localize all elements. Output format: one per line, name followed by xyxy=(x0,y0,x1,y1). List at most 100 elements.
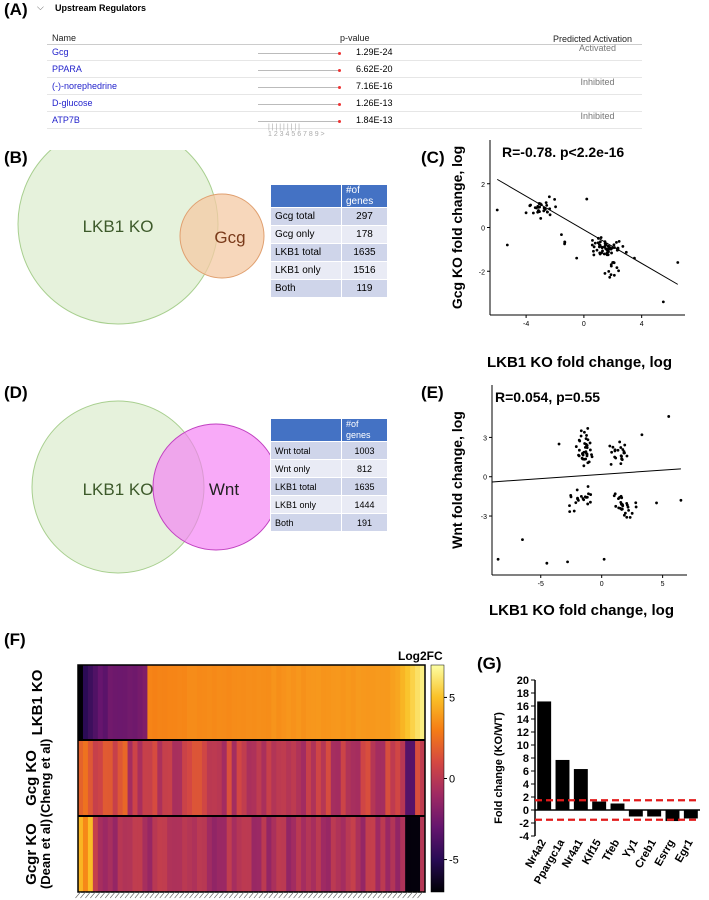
heatmap-cell xyxy=(87,665,94,740)
heatmap-cell xyxy=(182,816,188,892)
scatter-point xyxy=(622,513,626,517)
regulator-name[interactable]: Gcg xyxy=(52,47,69,57)
heatmap-cell xyxy=(370,740,376,816)
regulator-pvalue: 1.84E-13 xyxy=(356,115,393,125)
scatter-point xyxy=(586,427,590,430)
scatter-point xyxy=(577,498,580,502)
row-label-sub: (Dean et al) xyxy=(38,819,53,889)
gene-label-tick xyxy=(75,891,81,899)
gene-label-tick xyxy=(164,891,170,899)
regulator-name[interactable]: (-)-norephedrine xyxy=(52,81,118,91)
regulator-name[interactable]: ATP7B xyxy=(52,115,80,125)
heatmap-cell xyxy=(330,740,337,816)
gene-label-tick xyxy=(223,891,230,899)
scatter-point xyxy=(587,460,591,464)
gene-label-tick xyxy=(114,891,121,899)
scatter-point xyxy=(521,538,524,542)
heatmap-border xyxy=(77,664,426,893)
scatter-point xyxy=(591,238,594,242)
scatter-point xyxy=(619,462,623,465)
heatmap-cell xyxy=(127,665,133,740)
heatmap-cell xyxy=(211,740,218,816)
heatmap-cell xyxy=(335,816,342,892)
gene-label-tick xyxy=(80,891,86,899)
scatter-point xyxy=(621,448,625,451)
heatmap-cell xyxy=(256,740,262,816)
regulator-name[interactable]: D-glucose xyxy=(52,98,93,108)
heatmap-cell xyxy=(92,665,99,740)
scatter-point xyxy=(617,269,620,273)
pvalue-bar xyxy=(258,104,338,105)
heatmap-cell xyxy=(172,740,178,816)
scatter-point xyxy=(548,213,552,217)
row-label-main: Gcg KO xyxy=(23,750,40,806)
scatter-point xyxy=(592,249,595,253)
heatmap-cell xyxy=(296,740,302,816)
heatmap-cell xyxy=(281,816,287,892)
heatmap-cell xyxy=(271,665,277,740)
gene-label-tick xyxy=(189,891,195,899)
heatmap-cell xyxy=(345,665,352,740)
heatmap-cell xyxy=(410,665,416,740)
scatter-point xyxy=(554,205,557,209)
heatmap-cell xyxy=(206,665,213,740)
scatter-point xyxy=(581,452,584,456)
table-cell-label: LKB1 total xyxy=(270,477,342,496)
y-tick-label: 8 xyxy=(523,753,529,765)
heatmap-cell xyxy=(216,740,223,816)
y-tick-label: 3 xyxy=(483,435,487,442)
pvalue-marker xyxy=(338,120,341,123)
scatter-point xyxy=(640,433,644,437)
heatmap-cell xyxy=(310,740,317,816)
scatter-point xyxy=(609,273,613,277)
table-row: LKB1 total 1635 xyxy=(270,243,388,262)
gene-label-tick xyxy=(228,891,235,899)
heatmap-cell xyxy=(360,740,366,816)
panel-label-e: (E) xyxy=(421,383,444,402)
heatmap-cell xyxy=(102,740,109,816)
heatmap-cell xyxy=(400,816,406,892)
heatmap-cell xyxy=(251,740,257,816)
table-cell-label: Gcg only xyxy=(270,225,342,244)
table-cell-value: 1635 xyxy=(341,243,388,262)
scatter-point xyxy=(603,245,606,249)
y-axis-label: Wnt fold change, log xyxy=(449,411,465,549)
heatmap-cell xyxy=(142,816,148,892)
table-cell-label: LKB1 total xyxy=(270,243,342,262)
pvalue-bar xyxy=(258,70,338,71)
heatmap-cell xyxy=(375,740,381,816)
gene-label-tick xyxy=(149,891,156,899)
heatmap-cell xyxy=(137,740,143,816)
heatmap-cell xyxy=(127,816,133,892)
panel-label-g: (G) xyxy=(477,654,502,673)
heatmap-cell xyxy=(291,816,297,892)
scatter-point xyxy=(588,448,592,452)
scatter-point xyxy=(596,241,600,245)
heatmap-cell xyxy=(231,816,238,892)
heatmap-cell xyxy=(296,665,302,740)
bar xyxy=(610,803,625,810)
gene-label-tick xyxy=(179,891,185,899)
scatter-point xyxy=(609,264,613,268)
heatmap-cell xyxy=(365,665,371,740)
heatmap-cell xyxy=(405,665,411,740)
bar xyxy=(537,701,552,810)
heatmap-cell xyxy=(340,665,347,740)
heatmap-cell xyxy=(221,740,228,816)
pvalue-marker xyxy=(338,69,341,72)
scatter-point xyxy=(590,243,594,247)
scatter-point xyxy=(616,448,620,452)
heatmap-cell xyxy=(152,816,158,892)
regulator-name[interactable]: PPARA xyxy=(52,64,82,74)
scatter-point xyxy=(613,449,617,453)
gene-label-tick xyxy=(184,891,190,899)
chevron-down-icon[interactable]: ⌵ xyxy=(37,2,44,12)
y-tick-label: -4 xyxy=(519,831,530,843)
y-axis-label: Fold change (KO/WT) xyxy=(493,712,505,824)
heatmap-cell xyxy=(395,665,401,740)
venn-diagram-b: LKB1 KO Gcg xyxy=(17,150,265,325)
heatmap-cell xyxy=(301,740,307,816)
regulator-activation: Inhibited xyxy=(580,77,615,87)
heatmap-cell xyxy=(286,740,292,816)
scatter-point xyxy=(582,498,586,502)
